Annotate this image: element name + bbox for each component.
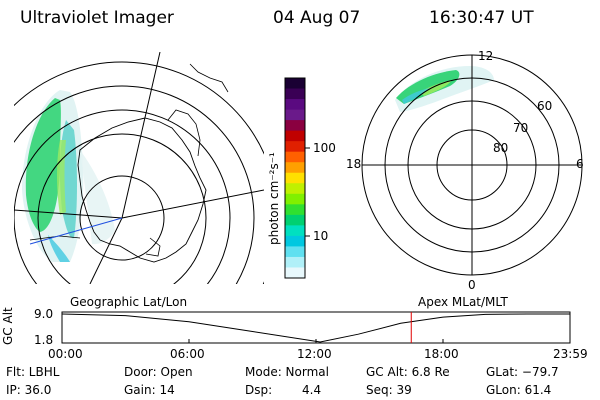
instrument-title: Ultraviolet Imager	[20, 8, 174, 28]
altitude-ytick-bottom: 1.8	[34, 333, 54, 347]
aurora-emission-geographic	[22, 90, 115, 262]
colorbar-band	[285, 204, 305, 216]
door-info: Door: Open	[124, 365, 193, 379]
altitude-xtick-label: 06:00	[170, 347, 205, 361]
colorbar-band	[285, 256, 305, 268]
altitude-ytick-top: 9.0	[34, 307, 54, 321]
mlt-label-6: 6	[576, 157, 584, 171]
colorbar	[285, 78, 305, 279]
mode-info: Mode: Normal	[245, 365, 329, 379]
mlat-label-80: 80	[493, 141, 509, 155]
geographic-map	[14, 52, 264, 284]
glon-info: GLon: 61.4	[486, 383, 552, 397]
seq-info: Seq: 39	[366, 383, 412, 397]
colorbar-label-100: 100	[313, 141, 336, 155]
mlt-label-0: 0	[468, 278, 476, 292]
mlt-axes	[362, 55, 582, 275]
colorbar-band	[285, 214, 305, 226]
colorbar-band	[285, 109, 305, 121]
observation-time: 16:30:47 UT	[429, 8, 534, 28]
latitude-circles	[14, 61, 264, 284]
magnetic-panel-label: Apex MLat/MLT	[418, 295, 508, 309]
altitude-xtick-label: 00:00	[48, 347, 83, 361]
colorbar-band	[285, 141, 305, 153]
colorbar-band	[285, 172, 305, 184]
colorbar-band	[285, 88, 305, 100]
altitude-xtick-label: 12:00	[297, 347, 332, 361]
mlat-label-70: 70	[513, 121, 529, 135]
geographic-panel-label: Geographic Lat/Lon	[70, 295, 188, 309]
magnetic-polar-plot	[361, 54, 583, 276]
gc-alt-info: GC Alt: 6.8 Re	[366, 365, 450, 379]
altitude-ylabel: GC Alt	[1, 307, 15, 345]
longitude-lines	[14, 52, 264, 284]
colorbar-band	[285, 267, 305, 279]
mlat-label-60: 60	[537, 99, 553, 113]
colorbar-band	[285, 235, 305, 247]
colorbar-unit-label: photon cm⁻²s⁻¹	[267, 152, 281, 245]
altitude-curve	[61, 313, 570, 343]
colorbar-band	[285, 120, 305, 132]
colorbar-band	[285, 162, 305, 174]
colorbar-band	[285, 78, 305, 90]
colorbar-band	[285, 183, 305, 195]
mlt-label-18: 18	[346, 157, 362, 171]
flt-info: Flt: LBHL	[6, 365, 60, 379]
colorbar-band	[285, 99, 305, 111]
colorbar-band	[285, 225, 305, 237]
colorbar-band	[285, 246, 305, 258]
aurora-emission-magnetic	[395, 66, 494, 112]
colorbar-band	[285, 130, 305, 142]
dsp-value: 4.4	[302, 383, 322, 397]
colorbar-band	[285, 193, 305, 205]
colorbar-label-10: 10	[313, 229, 329, 243]
colorbar-frame	[284, 77, 306, 279]
colorbar-band	[285, 151, 305, 163]
glat-info: GLat: −79.7	[486, 365, 559, 379]
ground-track-line	[29, 217, 123, 245]
coastline	[77, 117, 207, 263]
altitude-xtick-label: 23:59	[553, 347, 588, 361]
dsp-label: Dsp:	[245, 383, 273, 397]
gain-info: Gain: 14	[124, 383, 175, 397]
ip-info: IP: 36.0	[6, 383, 52, 397]
altitude-xtick-label: 18:00	[424, 347, 459, 361]
observation-date: 04 Aug 07	[273, 8, 361, 28]
mlt-label-12: 12	[478, 49, 494, 63]
